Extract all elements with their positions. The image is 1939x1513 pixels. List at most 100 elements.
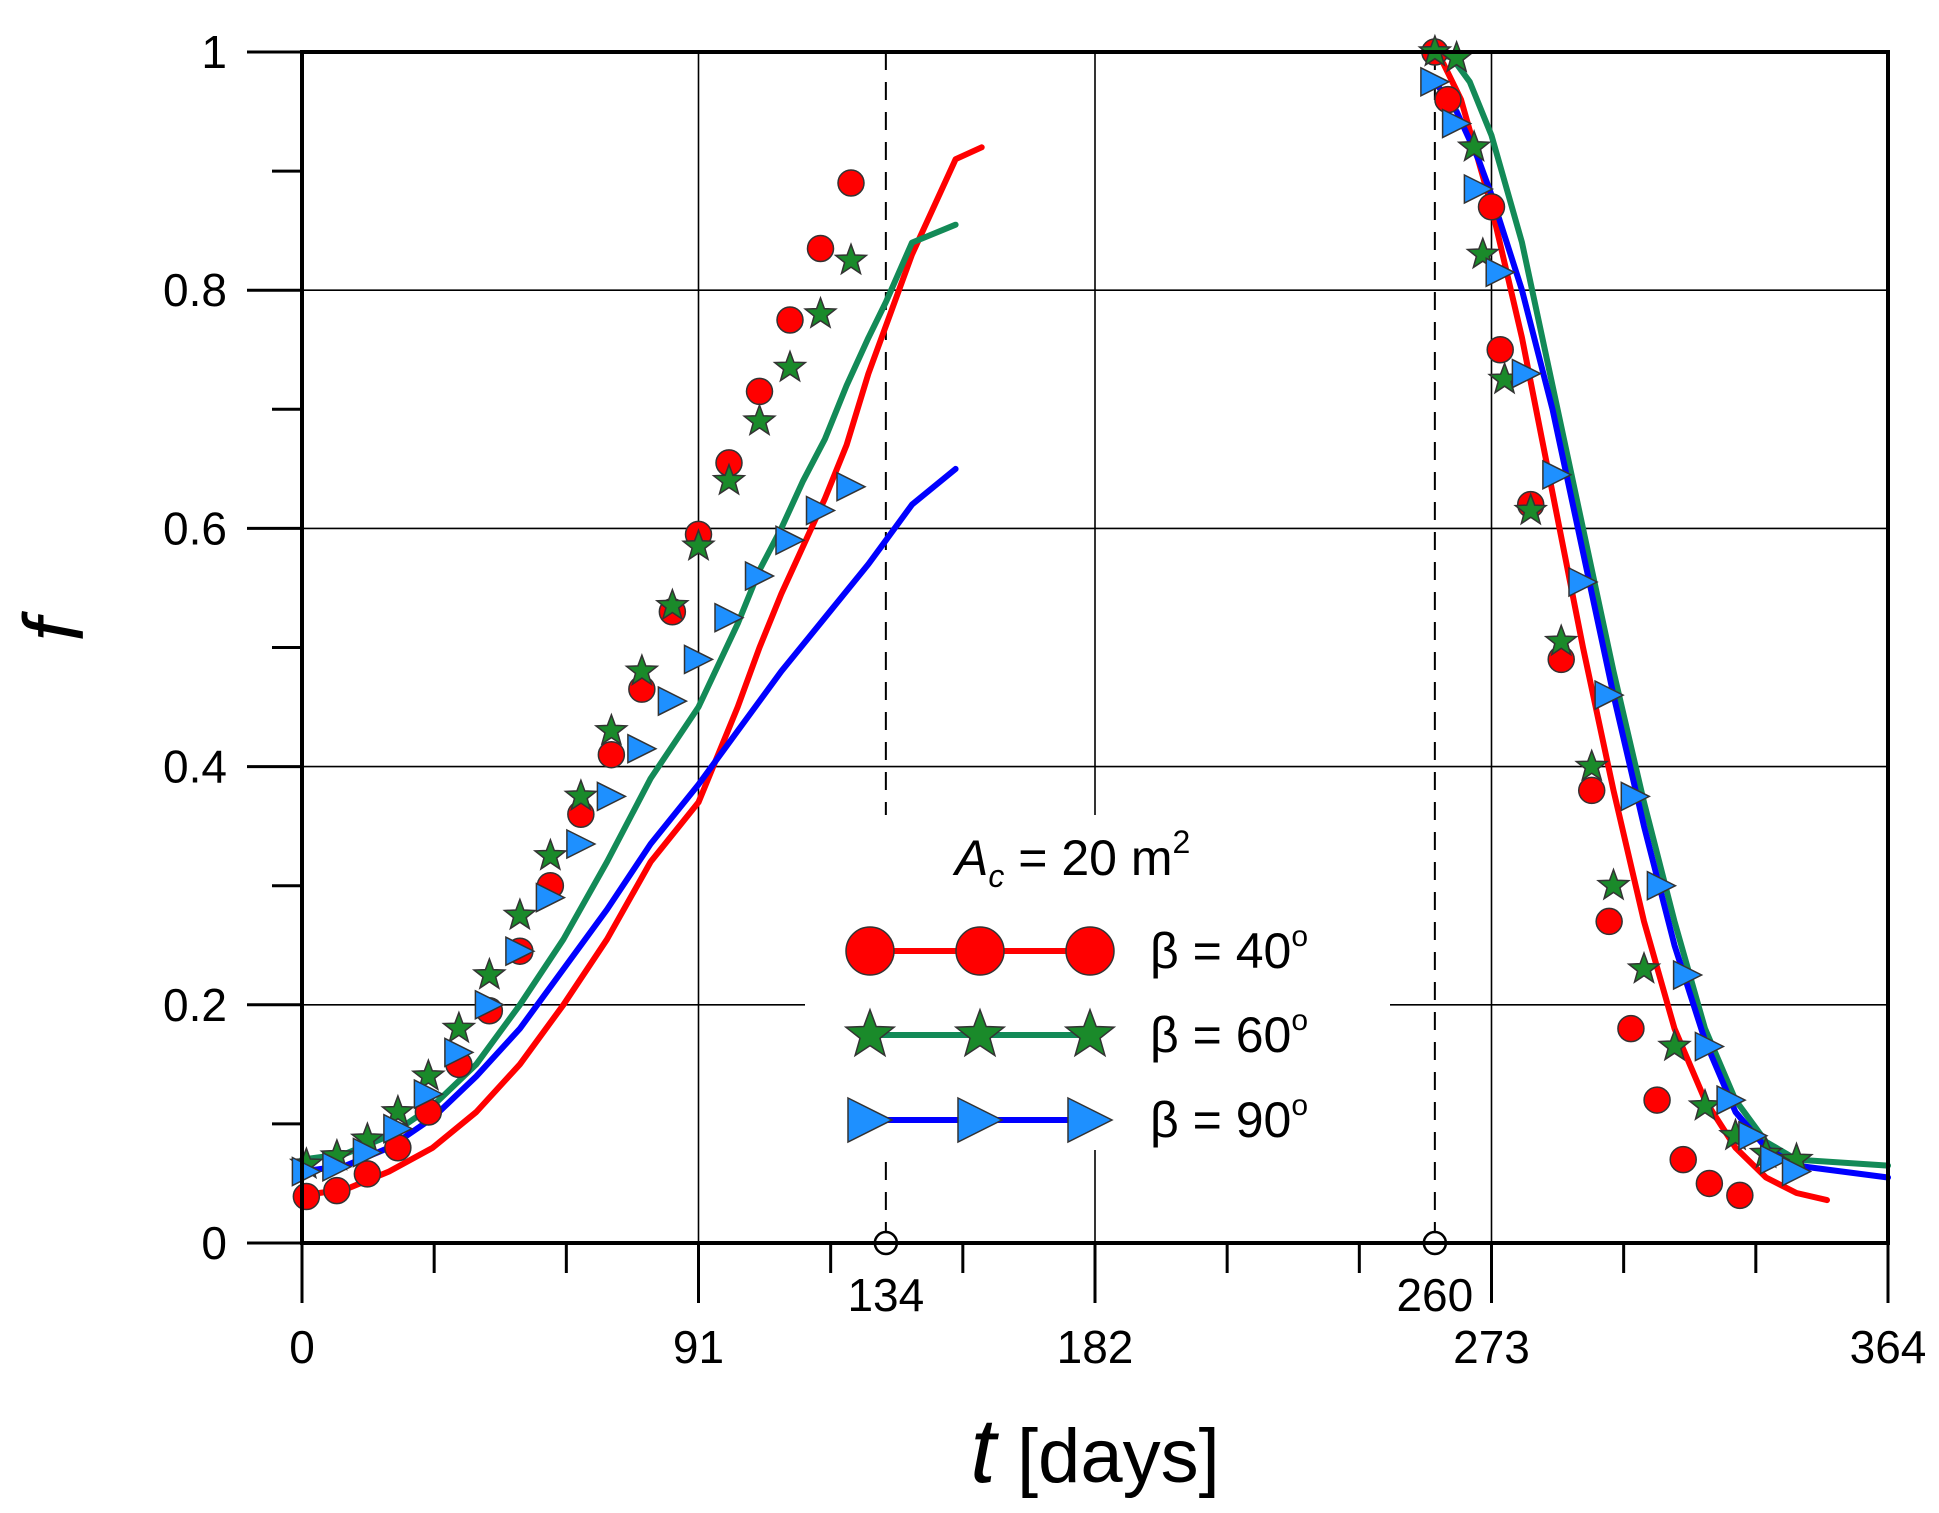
data-point — [654, 587, 690, 621]
data-point — [505, 935, 536, 967]
series-markers-2 — [291, 66, 1813, 1187]
data-point — [1543, 623, 1579, 657]
data-point — [1542, 459, 1573, 491]
data-point — [714, 602, 745, 633]
y-tick-label: 0.4 — [163, 741, 227, 793]
data-point — [1620, 781, 1651, 812]
y-tick-label: 0.8 — [163, 264, 227, 316]
x-tick-label: 91 — [673, 1321, 724, 1373]
data-point — [593, 712, 629, 746]
data-point — [352, 1137, 384, 1168]
data-point — [1577, 776, 1606, 805]
legend-label: β = 90o — [1150, 1089, 1308, 1148]
legend-marker — [847, 1096, 894, 1144]
data-point — [1441, 108, 1473, 139]
data-point — [1716, 1084, 1747, 1116]
data-point — [1594, 679, 1625, 711]
data-point — [744, 560, 776, 592]
data-point — [1781, 1156, 1813, 1187]
data-point — [1595, 907, 1623, 936]
data-point — [444, 1037, 475, 1068]
legend-marker — [845, 926, 895, 976]
reference-label-260: 260 — [1396, 1269, 1473, 1321]
data-point — [1434, 85, 1462, 114]
y-tick-label: 1 — [201, 26, 227, 78]
data-point — [353, 1160, 382, 1188]
data-point — [1568, 566, 1599, 598]
data-point — [833, 242, 869, 276]
data-point — [1695, 1169, 1724, 1198]
data-point — [474, 989, 506, 1021]
legend-marker — [1063, 1007, 1117, 1058]
data-point — [383, 1113, 414, 1144]
data-point — [1420, 66, 1451, 98]
series-line — [299, 144, 985, 1199]
data-point — [441, 1010, 477, 1044]
legend-marker — [1065, 926, 1115, 976]
data-point — [681, 528, 716, 562]
data-point — [776, 306, 804, 334]
data-point — [742, 402, 777, 436]
y-tick-label: 0.6 — [163, 502, 227, 554]
data-point — [1672, 959, 1704, 991]
y-tick-label: 0.2 — [163, 979, 227, 1031]
data-point — [532, 837, 568, 871]
data-point — [627, 733, 658, 764]
plot-frame — [300, 50, 1890, 1245]
data-point — [292, 1182, 321, 1211]
x-tick-label: 0 — [289, 1321, 315, 1373]
data-point — [1694, 1031, 1726, 1062]
data-point — [323, 1176, 351, 1205]
x-tick-label: 182 — [1057, 1321, 1134, 1373]
data-point — [657, 685, 689, 717]
data-point — [291, 1156, 323, 1187]
data-point — [563, 778, 599, 812]
data-point — [1669, 1145, 1697, 1174]
legend-label: β = 40o — [1150, 920, 1308, 979]
legend-marker — [843, 1007, 897, 1058]
data-point — [1486, 336, 1514, 364]
legend-item-0: β = 40o — [845, 920, 1308, 979]
x-axis-title: t [days] — [970, 1400, 1219, 1502]
data-point — [1456, 129, 1492, 163]
data-point — [775, 525, 806, 556]
legend: Ac = 20 m2 β = 40o β = 60o β = 90o — [843, 824, 1308, 1148]
data-point — [803, 295, 838, 329]
legend-marker — [955, 926, 1005, 976]
data-point — [772, 349, 808, 383]
series-layer — [288, 33, 1891, 1211]
data-point — [745, 377, 774, 406]
data-point — [1485, 257, 1516, 288]
data-point — [1617, 1014, 1645, 1043]
data-point — [836, 471, 867, 502]
data-point — [1643, 1086, 1671, 1114]
data-point — [1511, 358, 1543, 389]
legend-box — [805, 815, 1390, 1150]
data-point — [683, 644, 715, 675]
data-point — [1574, 748, 1610, 782]
data-point — [566, 828, 597, 860]
series-line — [299, 221, 959, 1163]
data-point — [1477, 193, 1506, 221]
data-point — [1465, 236, 1501, 270]
data-point — [322, 1151, 353, 1183]
data-point — [1626, 950, 1662, 984]
data-point — [837, 169, 865, 197]
series-line — [299, 465, 959, 1175]
legend-marker — [957, 1096, 1004, 1144]
y-tick-label: 0 — [201, 1217, 227, 1269]
reference-label-134: 134 — [847, 1269, 924, 1321]
labels-layer: 0 0.2 0.4 0.6 0.8 1 0 91 182 273 364 134 260 — [163, 26, 1926, 1373]
data-point — [711, 462, 747, 496]
x-tick-label: 273 — [1453, 1321, 1530, 1373]
data-point — [502, 897, 538, 931]
data-point — [805, 495, 837, 526]
legend-marker — [1067, 1096, 1114, 1144]
data-point — [567, 800, 595, 828]
data-point — [624, 653, 660, 687]
data-point — [1759, 1144, 1791, 1175]
data-point — [413, 1078, 445, 1110]
data-point — [806, 234, 835, 263]
